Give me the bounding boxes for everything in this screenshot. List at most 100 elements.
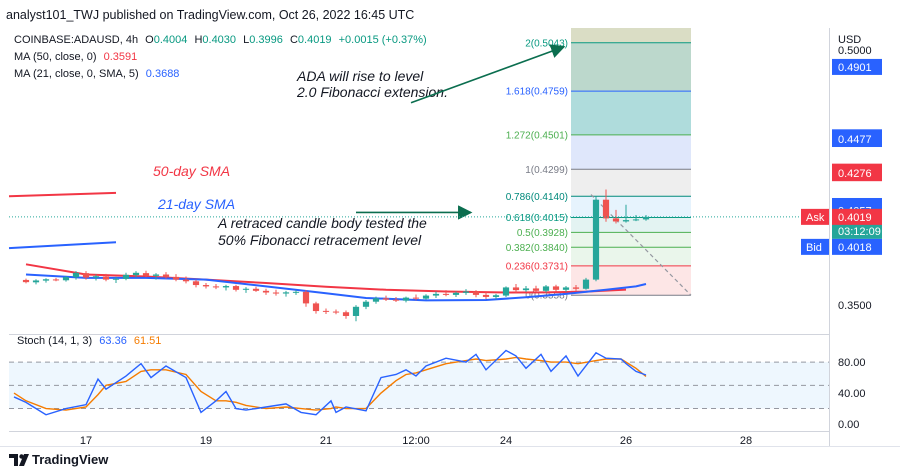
candle-body — [422, 295, 430, 299]
footer-brand: TradingView — [32, 452, 109, 467]
candle-body — [102, 276, 110, 280]
candle-body — [432, 293, 440, 296]
candle-body — [132, 272, 140, 276]
fib-level-label: 2(0.5043) — [525, 38, 568, 49]
candle-body — [92, 276, 100, 278]
candle-body — [522, 288, 530, 291]
candle-body — [342, 312, 350, 316]
candle-body — [332, 311, 340, 313]
fib-zone — [571, 134, 691, 170]
candle-timer-label: 03:12:09 — [838, 226, 881, 238]
candle-body — [372, 298, 380, 302]
candle-body — [252, 288, 260, 291]
candle-body — [292, 291, 300, 293]
sma21-annotation: 21-day SMA — [157, 196, 235, 212]
fib-zone — [571, 217, 691, 233]
ask-label: Ask — [806, 212, 825, 224]
fib-zone — [571, 42, 691, 92]
candle-body — [612, 218, 620, 222]
sma50-label-line — [8, 191, 117, 198]
fib-zone — [571, 232, 691, 248]
candle-body — [402, 297, 410, 301]
bid-price-label: 0.4018 — [838, 242, 872, 254]
candle-body — [302, 291, 310, 304]
price-tick-label: 0.5000 — [838, 45, 872, 57]
annotation-text: 50% Fibonacci retracement level — [218, 232, 422, 248]
candle-body — [542, 286, 550, 291]
fib-level-label: 1.272(0.4501) — [506, 130, 568, 141]
candle-body — [562, 287, 570, 290]
candle-body — [32, 280, 40, 283]
annotation-text: A retraced candle body tested the — [217, 215, 427, 231]
fib-zone — [571, 169, 691, 197]
fib-zone — [571, 28, 691, 43]
candle-body — [82, 273, 90, 278]
fib-level-label: 0.618(0.4015) — [506, 213, 568, 224]
candle-body — [632, 219, 640, 221]
price-marker — [832, 165, 882, 182]
ma50-legend: MA (50, close, 0) 0.3591 — [14, 51, 137, 63]
candle-body — [352, 306, 360, 316]
price-marker — [832, 131, 882, 148]
fib-level-label: 0.5(0.3928) — [517, 228, 568, 239]
candle-body — [322, 310, 330, 312]
candle-body — [42, 279, 50, 281]
candle-body — [272, 292, 280, 294]
price-pane[interactable] — [9, 28, 829, 334]
price-marker-label: 0.4477 — [838, 134, 872, 146]
candle-body — [512, 287, 520, 291]
fib-level-label: 0.786(0.4140) — [506, 192, 568, 203]
time-tick-label: 12:00 — [402, 435, 430, 446]
tradingview-logo-icon — [9, 454, 29, 466]
currency-label: USD — [838, 34, 861, 46]
candle-body — [482, 294, 490, 297]
bid-label: Bid — [806, 242, 822, 254]
fib-zone — [571, 91, 691, 135]
time-tick-label: 17 — [80, 435, 92, 446]
candle-body — [112, 278, 120, 280]
stoch-tick-label: 0.00 — [838, 419, 859, 431]
annotations[interactable]: 50-day SMA 21-day SMA ADA will rise to lev… — [8, 44, 566, 250]
fib-level-label: 0.382(0.3840) — [506, 243, 568, 254]
symbol-legend: COINBASE:ADAUSD, 4h O0.4004 H0.4030 L0.3… — [14, 34, 427, 46]
footer: TradingView — [0, 446, 900, 474]
stoch-legend: Stoch (14, 1, 3) 63.36 61.51 — [17, 335, 161, 347]
stoch-k-line — [13, 349, 647, 416]
annotation-arrow — [410, 44, 566, 104]
fib-level-label: 1.618(0.4759) — [506, 87, 568, 98]
candle-body — [262, 290, 270, 293]
fib-zone — [571, 247, 691, 266]
time-tick-label: 24 — [500, 435, 512, 446]
chart-area[interactable]: 0(0.3558)0.236(0.3731)0.382(0.3840)0.5(0… — [0, 28, 900, 446]
candle-body — [412, 297, 420, 299]
price-tick-label: 0.3500 — [838, 300, 872, 312]
candle-body — [122, 274, 130, 279]
time-tick-label: 21 — [320, 435, 332, 446]
candle-body — [222, 286, 230, 288]
ask-price-marker — [832, 208, 882, 225]
publisher-header: analyst101_TWJ published on TradingView.… — [0, 0, 900, 30]
candle-body — [532, 288, 540, 291]
annotation-text: 2.0 Fibonacci extension. — [296, 84, 448, 100]
candle-body — [592, 199, 600, 280]
price-marker-label: 0.4276 — [838, 168, 872, 180]
candle-body — [502, 287, 510, 296]
time-axis[interactable]: 17 19 21 12:00 24 26 28 — [80, 435, 752, 446]
fibonacci-extension[interactable]: 0(0.3558)0.236(0.3731)0.382(0.3840)0.5(0… — [506, 28, 692, 302]
candle-body — [242, 288, 250, 290]
candle-body — [572, 287, 580, 289]
bid-marker — [801, 238, 829, 255]
fib-zone — [571, 196, 691, 218]
candle-body — [72, 272, 80, 278]
candle-body — [452, 292, 460, 295]
candle-body — [582, 279, 590, 289]
candle-body — [282, 292, 290, 294]
fib-level-label: 1(0.4299) — [525, 165, 568, 176]
candle-body — [212, 286, 220, 288]
ask-price-label: 0.4019 — [838, 212, 872, 224]
candle-body — [472, 291, 480, 295]
ask-marker — [801, 208, 829, 225]
time-tick-label: 19 — [200, 435, 212, 446]
candle-body — [192, 281, 200, 286]
price-axis[interactable]: USD 0.50000.35000.49010.44870.44770.4285… — [9, 34, 882, 431]
